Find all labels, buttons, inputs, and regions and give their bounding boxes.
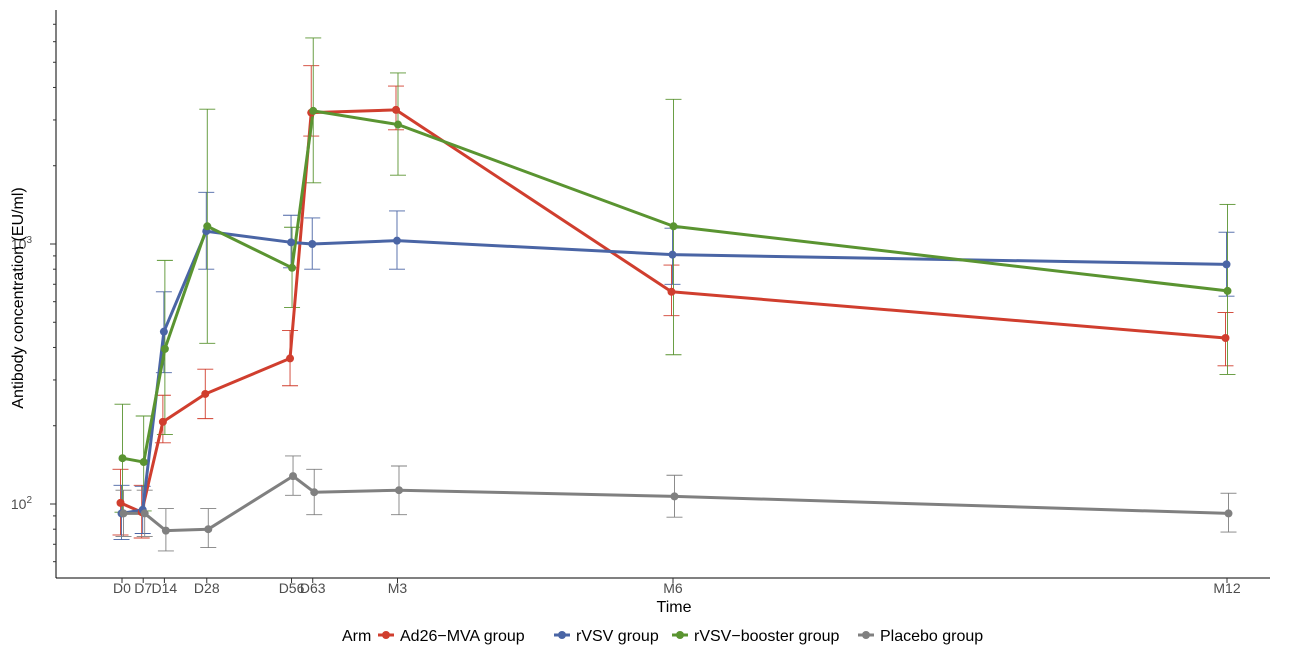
data-point [116, 498, 125, 507]
x-tick-label: D14 [152, 580, 178, 596]
x-tick-label: D56 [279, 580, 305, 596]
x-axis-title: Time [657, 599, 692, 616]
series-1-errorbars [113, 191, 1235, 540]
series-0-points [116, 105, 1230, 517]
series-line [121, 229, 1227, 515]
data-point [1224, 509, 1233, 518]
data-point [139, 458, 148, 467]
y-tick-label: 103 [11, 235, 33, 252]
series-line [123, 474, 1229, 533]
y-tick-exponent: 2 [26, 495, 32, 506]
legend-key-point [558, 631, 566, 639]
data-point [288, 263, 297, 272]
y-tick-base: 10 [11, 496, 27, 512]
x-tick-label: D7 [134, 580, 152, 596]
data-point [393, 120, 402, 129]
data-point [203, 222, 212, 231]
legend-key-point [676, 631, 684, 639]
series-0-errorbars [112, 65, 1234, 539]
data-point [118, 454, 127, 463]
x-tick-label: D63 [300, 580, 326, 596]
x-tick-label: D0 [113, 580, 131, 596]
data-point [309, 106, 318, 115]
legend-label: Placebo group [880, 628, 983, 645]
data-point [669, 222, 678, 231]
x-tick-label: M6 [663, 580, 683, 596]
series-2-errorbars [114, 37, 1236, 513]
data-point [204, 525, 213, 534]
x-tick-label: D28 [194, 580, 220, 596]
data-point [668, 250, 677, 259]
series-line [122, 109, 1228, 464]
legend: Arm Ad26−MVA group rVSV group rVSV−booster… [342, 628, 983, 645]
legend-label: rVSV−booster group [694, 628, 840, 645]
y-axis-title: Antibody concentration (EU/ml) [10, 187, 27, 408]
series-3-points [119, 472, 1233, 535]
y-tick-base: 10 [11, 236, 27, 252]
series-3-errorbars [115, 455, 1237, 552]
data-point [308, 240, 317, 248]
data-point [1222, 260, 1231, 269]
data-point [392, 236, 401, 245]
data-point [160, 344, 169, 353]
data-point [1223, 286, 1232, 295]
series-layer [112, 37, 1237, 552]
data-point [287, 238, 296, 247]
y-tick-exponent: 3 [26, 235, 32, 246]
data-point [158, 417, 167, 426]
data-point [391, 105, 400, 114]
data-point [310, 488, 319, 497]
legend-key-point [382, 631, 390, 639]
data-point [670, 492, 679, 501]
x-tick-label: M3 [388, 580, 408, 596]
legend-title: Arm [342, 628, 371, 645]
data-point [286, 354, 295, 363]
series-line [119, 108, 1226, 514]
legend-label: rVSV group [576, 628, 659, 645]
legend-key-point [862, 631, 870, 639]
series-2-points [118, 106, 1232, 467]
data-point [140, 509, 149, 518]
data-point [119, 509, 128, 518]
data-point [667, 287, 676, 296]
data-point [394, 486, 403, 495]
data-point [201, 389, 210, 398]
data-point [159, 327, 168, 336]
y-tick-label: 102 [11, 495, 33, 512]
data-point [289, 472, 298, 481]
x-tick-label: M12 [1213, 580, 1240, 596]
axes [55, 10, 1270, 579]
data-point [1221, 333, 1230, 342]
data-point [161, 526, 170, 535]
legend-label: Ad26−MVA group [400, 628, 525, 645]
